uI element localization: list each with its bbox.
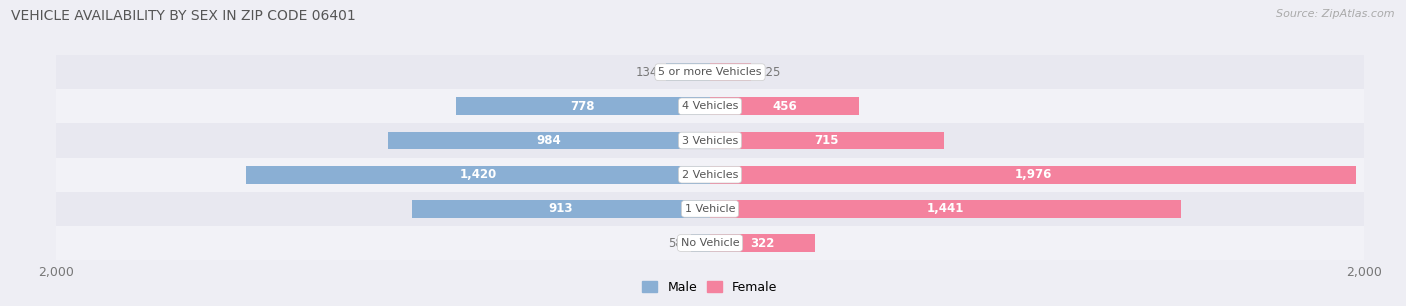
Bar xyxy=(710,234,815,252)
Text: 2 Vehicles: 2 Vehicles xyxy=(682,170,738,180)
Bar xyxy=(56,192,1364,226)
Bar xyxy=(56,89,1364,123)
Text: 3 Vehicles: 3 Vehicles xyxy=(682,136,738,146)
Text: 134: 134 xyxy=(636,66,658,79)
Text: 984: 984 xyxy=(537,134,561,147)
Bar xyxy=(246,166,710,184)
Bar xyxy=(710,63,751,81)
Bar xyxy=(710,97,859,115)
Text: 4 Vehicles: 4 Vehicles xyxy=(682,101,738,111)
Bar xyxy=(692,234,710,252)
Bar xyxy=(456,97,710,115)
Bar xyxy=(412,200,710,218)
Text: 913: 913 xyxy=(548,202,574,215)
Bar xyxy=(710,132,943,149)
Bar xyxy=(56,55,1364,89)
Text: VEHICLE AVAILABILITY BY SEX IN ZIP CODE 06401: VEHICLE AVAILABILITY BY SEX IN ZIP CODE … xyxy=(11,9,356,23)
Text: 456: 456 xyxy=(772,100,797,113)
Legend: Male, Female: Male, Female xyxy=(637,276,783,299)
Bar xyxy=(710,166,1355,184)
Bar xyxy=(388,132,710,149)
Bar xyxy=(56,226,1364,260)
Text: Source: ZipAtlas.com: Source: ZipAtlas.com xyxy=(1277,9,1395,19)
Text: 715: 715 xyxy=(814,134,839,147)
Text: 322: 322 xyxy=(751,237,775,249)
Bar xyxy=(56,123,1364,158)
Text: 125: 125 xyxy=(759,66,782,79)
Text: 1,976: 1,976 xyxy=(1014,168,1052,181)
Text: No Vehicle: No Vehicle xyxy=(681,238,740,248)
Bar xyxy=(710,200,1181,218)
Text: 58: 58 xyxy=(668,237,683,249)
Text: 1,420: 1,420 xyxy=(460,168,496,181)
Text: 778: 778 xyxy=(571,100,595,113)
Bar xyxy=(56,158,1364,192)
Bar xyxy=(666,63,710,81)
Text: 5 or more Vehicles: 5 or more Vehicles xyxy=(658,67,762,77)
Text: 1 Vehicle: 1 Vehicle xyxy=(685,204,735,214)
Text: 1,441: 1,441 xyxy=(927,202,965,215)
